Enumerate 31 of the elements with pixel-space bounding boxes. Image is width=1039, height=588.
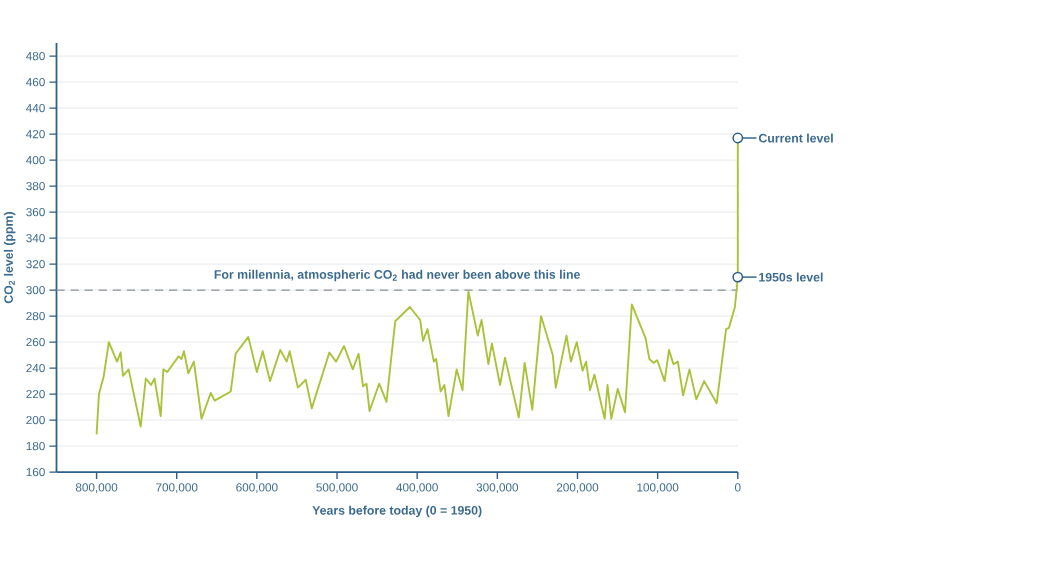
y-tick-label: 420 bbox=[26, 129, 45, 139]
x-tick-label: 0 bbox=[734, 483, 741, 492]
y-axis-title: CO$_{2}$ level (ppm) bbox=[3, 212, 16, 304]
y-tick-label: 220 bbox=[26, 389, 45, 399]
x-tick-label: 100,000 bbox=[637, 483, 679, 493]
x-tick-label: 600,000 bbox=[236, 483, 278, 493]
y-tick-label: 180 bbox=[26, 441, 45, 451]
x-tick-label: 700,000 bbox=[156, 483, 198, 493]
y-tick-label: 260 bbox=[26, 337, 45, 347]
x-tick-label: 800,000 bbox=[75, 483, 118, 493]
annotation: Current level bbox=[758, 133, 833, 143]
y-tick-label: 380 bbox=[26, 181, 45, 191]
x-tick-label: 200,000 bbox=[556, 483, 599, 493]
y-tick-label: 440 bbox=[26, 103, 45, 113]
y-tick-label: 340 bbox=[26, 233, 45, 243]
y-tick-label: 160 bbox=[26, 467, 45, 477]
x-tick-label: 400,000 bbox=[396, 483, 438, 493]
y-tick-label: 200 bbox=[26, 415, 45, 425]
y-tick-label: 240 bbox=[26, 363, 45, 373]
x-axis-title: Years before today (0 = 1950) bbox=[312, 505, 482, 518]
y-tick-label: 400 bbox=[26, 155, 45, 165]
annotation: 1950s level bbox=[759, 272, 823, 282]
ref-line-label: For millennia, atmospheric CO$_{2}$ had never been above this line bbox=[214, 269, 580, 282]
y-tick-label: 460 bbox=[26, 77, 45, 87]
x-tick-label: 500,000 bbox=[316, 483, 358, 493]
y-tick-label: 480 bbox=[26, 51, 45, 61]
y-tick-label: 300 bbox=[26, 285, 45, 295]
x-tick-label: 300,000 bbox=[476, 483, 519, 493]
y-tick-label: 280 bbox=[26, 311, 45, 321]
y-tick-label: 320 bbox=[26, 259, 45, 269]
y-tick-label: 360 bbox=[26, 207, 45, 217]
